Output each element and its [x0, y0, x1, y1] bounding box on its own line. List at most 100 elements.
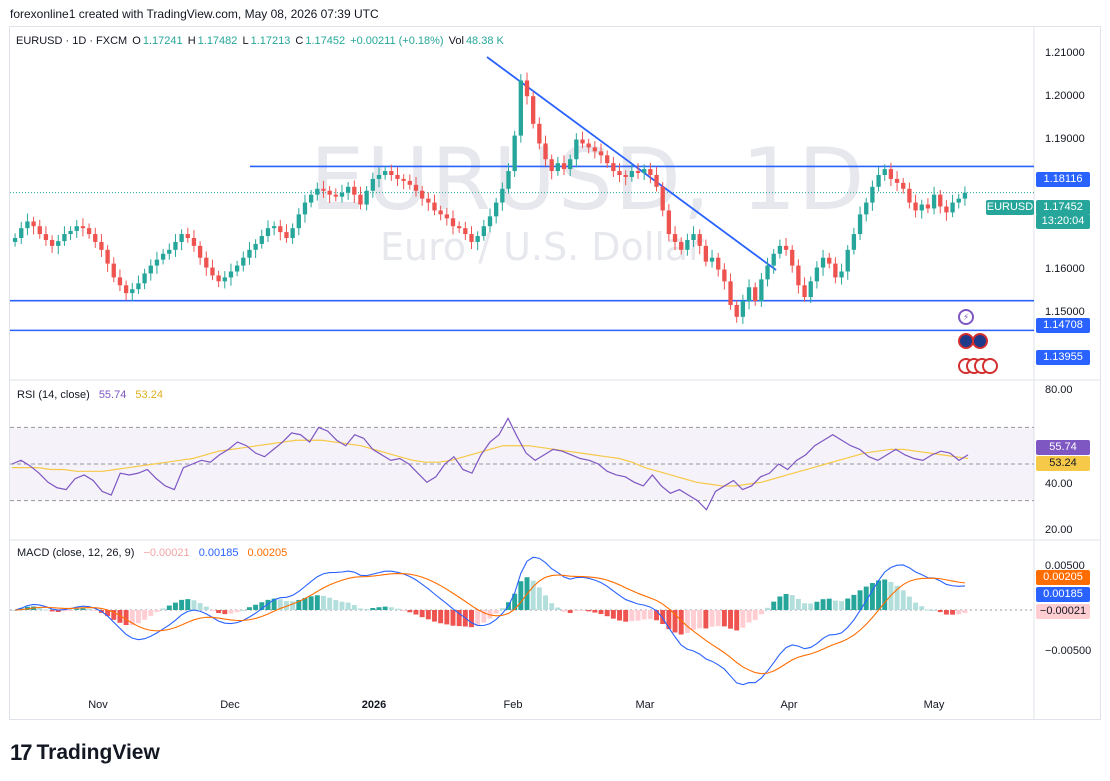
candle-body: [950, 202, 955, 213]
macd-histogram-bar: [185, 599, 191, 610]
macd-histogram-bar: [61, 610, 67, 612]
candle-body: [185, 234, 190, 239]
macd-legend[interactable]: MACD (close, 12, 26, 9) −0.00021 0.00185…: [17, 547, 293, 559]
candle-body: [333, 194, 338, 197]
rsi-legend[interactable]: RSI (14, close) 55.74 53.24: [17, 389, 169, 401]
candle-body: [845, 249, 850, 272]
candle-body: [685, 239, 690, 250]
candle-body: [876, 174, 881, 187]
candle-body: [197, 245, 203, 258]
candle-body: [703, 245, 709, 262]
lightning-icon[interactable]: ⚡: [958, 309, 974, 325]
macd-histogram-bar: [49, 610, 55, 612]
macd-histogram-bar: [604, 610, 610, 617]
candle-body: [259, 236, 264, 244]
macd-histogram-bar: [382, 606, 388, 610]
candle-body: [586, 143, 591, 148]
candle-body: [123, 285, 129, 294]
macd-histogram-bar: [728, 610, 734, 629]
eu-flag-icon[interactable]: [972, 333, 988, 349]
macd-histogram-bar: [493, 610, 499, 614]
candle-body: [216, 275, 221, 282]
macd-histogram-bar: [216, 610, 222, 614]
macd-histogram-bar: [647, 610, 653, 620]
current-price-tag[interactable]: 1.17452: [1036, 200, 1090, 215]
macd-histogram-bar: [265, 599, 271, 610]
candle-body: [241, 257, 246, 266]
macd-histogram-bar: [857, 590, 863, 610]
macd-histogram-bar: [512, 593, 518, 610]
volume-value: 48.38 K: [465, 35, 504, 47]
level-tag[interactable]: 1.18116: [1036, 172, 1090, 187]
macd-histogram-bar: [74, 608, 80, 610]
downtrend-line: [486, 56, 777, 271]
candle-body: [80, 226, 86, 229]
tv-logo-icon: 17: [10, 740, 33, 765]
macd-histogram-bar: [314, 595, 320, 610]
macd-histogram-bar: [863, 586, 869, 610]
macd-histogram-bar: [37, 607, 43, 610]
candle-body: [938, 194, 943, 207]
candle-body: [611, 163, 616, 172]
rsi-ma-tag: 53.24: [1036, 456, 1090, 471]
candle-body: [401, 178, 406, 181]
candle-body: [389, 171, 394, 175]
rsi-tick: 40.00: [1045, 478, 1073, 490]
candle-body: [12, 238, 18, 242]
macd-histogram-bar: [900, 590, 906, 610]
chart-frame: [9, 26, 1101, 720]
symbol-legend[interactable]: EURUSD · 1D · FXCM O 1.17241 H 1.17482 L 1.…: [16, 35, 506, 47]
close-value: 1.17452: [305, 35, 346, 47]
macd-histogram-bar: [111, 610, 117, 620]
macd-histogram-bar: [697, 610, 703, 629]
macd-histogram-bar: [135, 610, 141, 624]
macd-histogram-bar: [240, 609, 246, 611]
level-tag[interactable]: 1.14708: [1036, 318, 1090, 333]
candle-body: [93, 234, 98, 242]
date-tick: 2026: [361, 699, 387, 711]
candle-body: [500, 188, 505, 203]
rsi-ma-line: [12, 439, 969, 487]
macd-histogram-bar: [641, 610, 647, 620]
macd-histogram-bar: [376, 607, 382, 610]
macd-histogram-bar: [629, 610, 635, 622]
candle-body: [234, 265, 240, 272]
candle-body: [598, 151, 604, 156]
macd-histogram-bar: [734, 610, 740, 631]
high-value: 1.17482: [197, 35, 238, 47]
rsi-ma-value: 53.24: [135, 389, 163, 401]
date-tick: Dec: [220, 699, 240, 711]
candle-body: [944, 206, 949, 213]
candle-body: [518, 80, 523, 136]
macd-histogram-bar: [475, 610, 481, 626]
macd-title: MACD (close, 12, 26, 9): [17, 547, 135, 559]
candle-body: [49, 239, 55, 246]
us-flag-icon[interactable]: [982, 358, 998, 374]
candle-body: [882, 169, 887, 175]
candle-body: [222, 277, 227, 282]
macd-histogram-bar: [709, 610, 715, 627]
candle-body: [117, 277, 123, 286]
symbol-name[interactable]: EURUSD · 1D · FXCM: [16, 35, 128, 47]
macd-histogram-bar: [499, 608, 505, 610]
candle-body: [444, 214, 449, 219]
level-tag[interactable]: 1.13955: [1036, 350, 1090, 365]
candle-body: [74, 226, 79, 231]
macd-histogram-bar: [339, 601, 345, 610]
rsi-tag: 55.74: [1036, 440, 1090, 455]
candle-body: [531, 96, 536, 124]
tradingview-logo[interactable]: 17 TradingView: [10, 740, 160, 766]
candle-body: [864, 202, 869, 215]
candle-body: [506, 171, 511, 189]
date-tick: May: [923, 699, 945, 711]
candle-body: [345, 186, 351, 193]
candle-body: [549, 159, 554, 172]
candle-body: [290, 228, 295, 239]
price-tick: 1.15000: [1045, 306, 1085, 318]
macd-histogram-bar: [851, 594, 857, 610]
candle-body: [179, 234, 184, 242]
low-label: L: [242, 35, 249, 47]
macd-histogram-bar: [253, 604, 259, 610]
candle-body: [25, 221, 30, 229]
